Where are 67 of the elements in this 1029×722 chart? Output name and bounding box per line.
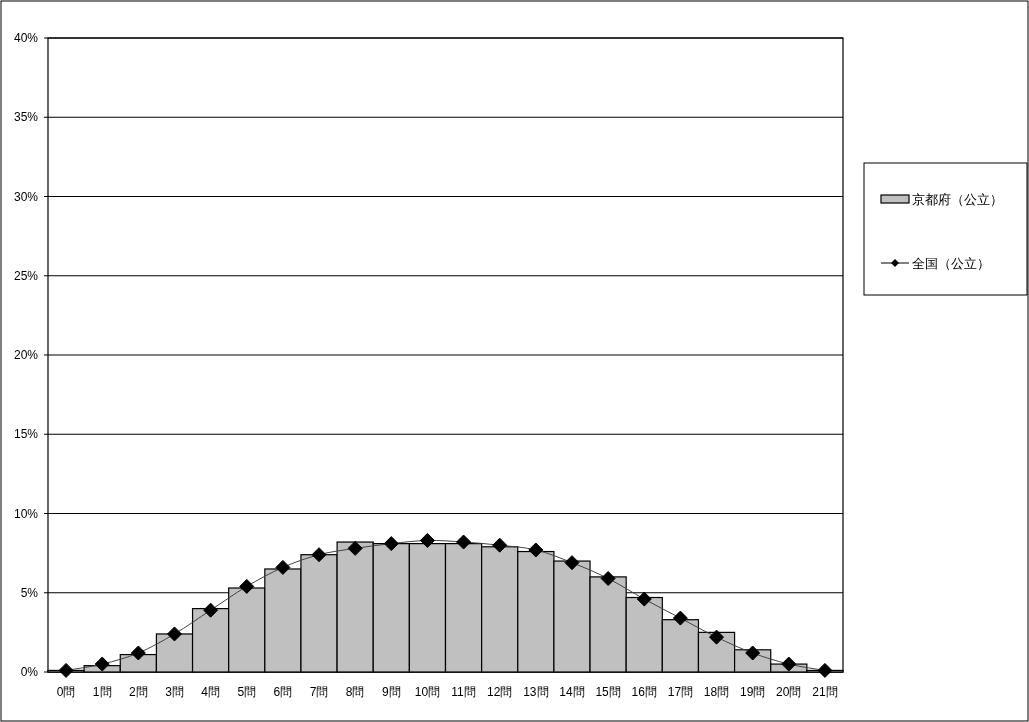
bar: [625, 596, 663, 673]
x-tick-label: 19問: [739, 685, 766, 699]
x-tick-label: 11問: [451, 685, 476, 699]
x-tick-label: 3問: [165, 685, 184, 699]
point: [419, 532, 435, 548]
y-tick-label: 30%: [13, 189, 39, 204]
point: [709, 629, 725, 645]
x-tick-label: 7問: [309, 685, 329, 699]
point: [492, 537, 508, 553]
bar: [155, 633, 194, 673]
y-tick-label: 5%: [20, 585, 39, 600]
x-tick-label: 6問: [273, 685, 293, 699]
bar: [517, 550, 555, 673]
bar: [481, 546, 519, 673]
point: [672, 610, 688, 626]
x-tick-label: 15問: [595, 685, 621, 699]
y-tick-label: 15%: [13, 427, 39, 442]
point: [564, 555, 580, 571]
point: [203, 602, 219, 618]
point: [347, 540, 363, 556]
x-tick-label: 18問: [703, 685, 730, 699]
bar: [264, 568, 302, 673]
bar: [336, 541, 374, 673]
point: [130, 645, 146, 661]
point: [781, 656, 797, 672]
point: [383, 536, 399, 552]
x-tick-label: 0問: [56, 685, 76, 699]
y-tick-label: 35%: [13, 110, 39, 125]
bar: [553, 560, 591, 673]
point: [600, 570, 616, 586]
bar: [300, 554, 338, 673]
point: [817, 662, 833, 678]
point: [239, 578, 255, 594]
point: [311, 547, 327, 563]
x-tick-label: 2問: [129, 685, 148, 699]
bar: [408, 543, 447, 673]
point: [166, 626, 182, 642]
bar: [444, 543, 483, 673]
x-tick-label: 12問: [487, 685, 513, 699]
x-tick-label: 10問: [414, 685, 441, 699]
x-tick-label: 20問: [776, 685, 802, 699]
bar: [372, 543, 410, 673]
point: [94, 656, 110, 672]
bar: [191, 608, 230, 673]
legend-label: 京都府（公立）: [912, 192, 1003, 207]
x-tick-label: 1問: [92, 685, 112, 699]
x-tick-label: 9問: [381, 685, 401, 699]
x-tick-label: 21問: [812, 685, 838, 699]
point: [528, 542, 544, 558]
bar: [661, 619, 700, 673]
x-tick-label: 17問: [667, 685, 694, 699]
point: [636, 591, 652, 607]
point: [275, 559, 291, 575]
point: [58, 662, 74, 678]
x-tick-label: 16問: [631, 685, 657, 699]
x-tick-label: 14問: [559, 685, 585, 699]
point: [456, 534, 472, 550]
y-tick-label: 0%: [20, 665, 39, 679]
x-tick-label: 13問: [523, 685, 549, 699]
x-tick-label: 5問: [237, 685, 257, 699]
legend-label: 全国（公立）: [912, 256, 990, 271]
y-tick-label: 25%: [13, 268, 39, 283]
y-tick-label: 40%: [13, 31, 39, 45]
y-tick-label: 10%: [13, 506, 39, 521]
y-tick-label: 20%: [13, 348, 39, 362]
x-tick-label: 4問: [201, 685, 220, 699]
x-tick-label: 8問: [345, 685, 365, 699]
